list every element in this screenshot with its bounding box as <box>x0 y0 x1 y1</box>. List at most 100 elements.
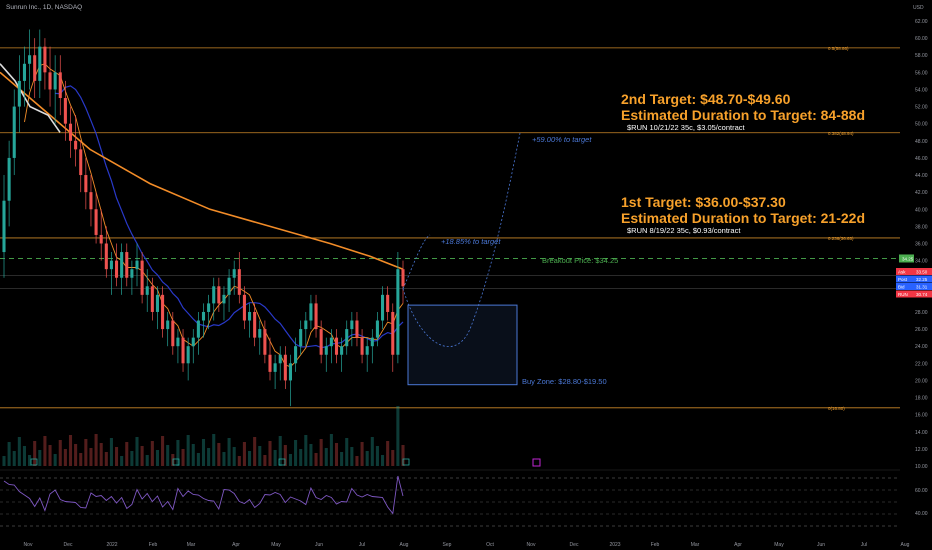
candle-body <box>53 72 57 90</box>
candle-body <box>401 269 405 287</box>
y-tick-label: 36.00 <box>915 242 928 248</box>
volume-bar <box>166 445 170 466</box>
candle-body <box>109 260 113 270</box>
candle-body <box>334 337 339 355</box>
volume-bar <box>237 456 241 466</box>
target1-label: 1st Target: $36.00-$37.30 <box>621 194 786 210</box>
pct18-label: +18.85% to target <box>441 237 501 246</box>
volume-bars <box>2 406 405 466</box>
x-tick-label: 2022 <box>106 542 117 548</box>
volume-bar <box>104 452 108 466</box>
candle-body <box>253 311 257 338</box>
y-tick-label: 20.00 <box>915 378 928 384</box>
candle-body <box>360 337 364 355</box>
volume-bar <box>130 451 134 466</box>
candle-body <box>314 303 318 330</box>
volume-bar <box>319 439 323 466</box>
volume-bar <box>22 446 26 466</box>
volume-bar <box>94 434 98 466</box>
candle-body <box>7 157 11 201</box>
price-tag-value: 32.25 <box>916 277 928 282</box>
candle-body <box>99 234 103 244</box>
x-tick-label: May <box>774 542 784 548</box>
candle-body <box>181 337 185 364</box>
candle-body <box>283 354 287 381</box>
volume-bar <box>309 444 313 466</box>
candle-body <box>186 346 190 364</box>
volume-bar <box>58 440 62 466</box>
candle-body <box>104 243 108 270</box>
y-tick-label: 10.00 <box>915 464 928 470</box>
volume-bar <box>304 435 308 466</box>
currency-label: USD <box>913 5 924 11</box>
price-axis[interactable]: 62.00 60.00 58.00 56.00 54.00 52.00 50.00 48.00… <box>896 19 932 470</box>
candle-body <box>28 55 32 64</box>
volume-bar <box>253 437 257 466</box>
candle-body <box>365 346 369 355</box>
candle-body <box>350 320 354 330</box>
volume-bar <box>396 406 400 466</box>
candle-body <box>201 311 206 321</box>
volume-bar <box>89 448 93 466</box>
volume-bar <box>222 452 226 466</box>
volume-bar <box>294 440 298 466</box>
candle-body <box>145 286 149 295</box>
candle-body <box>227 277 231 295</box>
price-tag-label: Bid <box>898 284 905 289</box>
volume-bar <box>324 448 328 466</box>
breakout-tag-bg <box>899 254 914 263</box>
candle-body <box>166 320 170 330</box>
volume-bar <box>115 447 119 466</box>
volume-bar <box>401 445 405 466</box>
candle-body <box>370 337 374 347</box>
y-tick-label: 42.00 <box>915 190 928 196</box>
volume-bar <box>350 447 354 466</box>
y-tick-label: 26.00 <box>915 327 928 333</box>
candle-body <box>43 46 47 73</box>
y-tick-label: 38.00 <box>915 224 928 230</box>
volume-bar <box>212 434 216 466</box>
volume-bar <box>125 442 129 466</box>
time-axis[interactable]: Nov Dec 2022 Feb Mar Apr May Jun Jul Aug Sep Oct Nov… <box>24 542 910 548</box>
candle-body <box>381 294 385 321</box>
breakout-label: Breakout Price: $34.25 <box>542 256 618 265</box>
price-tag-value: 33.50 <box>916 269 928 274</box>
candle-body <box>94 209 98 235</box>
ma-blue <box>55 85 404 349</box>
volume-bar <box>17 437 21 466</box>
candle-body <box>74 140 78 150</box>
volume-bar <box>38 450 42 466</box>
volume-bar <box>99 443 103 466</box>
candle-body <box>120 252 124 278</box>
volume-bar <box>196 453 200 466</box>
y-tick-label: 52.00 <box>915 105 928 111</box>
candle-body <box>79 149 83 176</box>
x-tick-label: Jun <box>817 542 825 548</box>
x-tick-label: Aug <box>400 542 409 548</box>
candle-body <box>155 294 159 312</box>
x-tick-label: Feb <box>651 542 660 548</box>
y-tick-label: 58.00 <box>915 53 928 59</box>
candle-body <box>212 286 216 304</box>
candle-body <box>232 269 236 278</box>
projection-lines <box>30 133 541 467</box>
candle-body <box>324 346 328 355</box>
volume-bar <box>391 450 395 466</box>
volume-bar <box>186 435 190 466</box>
fib-label: 0(16.80) <box>828 406 845 411</box>
x-tick-label: May <box>271 542 281 548</box>
volume-bar <box>120 456 124 466</box>
volume-bar <box>68 435 73 466</box>
rsi-line <box>3 475 404 515</box>
x-tick-label: Sep <box>443 542 452 548</box>
candle-body <box>309 303 313 321</box>
x-tick-label: Nov <box>24 542 33 548</box>
volume-bar <box>227 438 231 466</box>
volume-bar <box>360 442 364 466</box>
fib-levels: 0.5(58.86) 0.382(48.94) 0.236(36.65) 0(16.8… <box>0 46 900 411</box>
x-tick-label: Apr <box>734 542 742 548</box>
candle-body <box>63 98 67 124</box>
volume-bar <box>135 437 139 466</box>
candle-body <box>196 320 200 338</box>
